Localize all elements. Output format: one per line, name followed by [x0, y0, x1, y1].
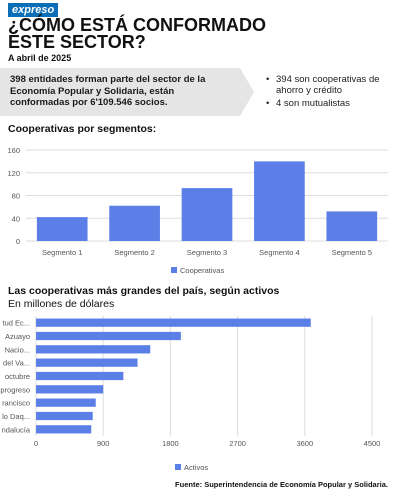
- x-tick-label: 4500: [364, 439, 381, 448]
- bullet-cooperativas: 394 son cooperativas de ahorro y crédito: [263, 74, 398, 96]
- summary-bullets: 394 son cooperativas de ahorro y crédito…: [263, 74, 398, 111]
- y-tick-label: progreso: [0, 385, 30, 394]
- legend-swatch: [175, 464, 181, 470]
- y-tick-label: 80: [12, 192, 20, 201]
- callout-text: 398 entidades forman parte del sector de…: [10, 74, 206, 108]
- bar-cooperativa: [36, 411, 93, 421]
- y-tick-label: octubre: [5, 372, 30, 381]
- bar-segmento-3: [181, 188, 233, 241]
- bar-cooperativa: [36, 385, 104, 394]
- y-tick-label: rancisco: [2, 399, 30, 408]
- y-tick-label: del Va...: [3, 359, 30, 368]
- y-tick-label: 120: [7, 169, 20, 178]
- date-label: A abril de 2025: [8, 53, 72, 63]
- assets-bar-chart: 0 900 1800 2700 3600 4500 tud Ec... Azuayo Nacio…: [0, 316, 381, 472]
- x-tick-label: Segmento 4: [259, 248, 299, 257]
- summary-callout: 398 entidades forman parte del sector de…: [0, 68, 255, 116]
- callout-shape: [0, 68, 254, 116]
- bar-cooperativa: [36, 345, 151, 354]
- x-tick-label: 1800: [162, 439, 179, 448]
- chart1-heading: Cooperativas por segmentos:: [8, 123, 157, 135]
- bar-cooperativa: [36, 331, 181, 341]
- page-title: ¿CÓMO ESTÁ CONFORMADO ESTE SECTOR?: [8, 15, 266, 52]
- x-tick-label: Segmento 1: [42, 248, 82, 257]
- legend-label: Activos: [184, 463, 208, 472]
- segments-bar-chart: 0 40 80 120 160 Segmento 1 Segmento 2 Segmento …: [7, 146, 388, 275]
- brand-logo: expreso: [8, 3, 59, 17]
- x-tick-label: 900: [97, 439, 110, 448]
- x-tick-label: 3600: [296, 439, 313, 448]
- legend-label: Cooperativas: [180, 266, 224, 275]
- bar-cooperativa: [36, 358, 138, 367]
- chart2-heading: Las cooperativas más grandes del país, s…: [8, 285, 280, 297]
- x-tick-label: Segmento 2: [114, 248, 154, 257]
- source-note: Fuente: Superintendencia de Economía Pop…: [175, 480, 388, 489]
- y-tick-label: lo Daq...: [2, 412, 30, 421]
- bar-cooperativa: [36, 371, 124, 381]
- y-tick-label: Azuayo: [5, 332, 30, 341]
- bar-segmento-1: [36, 217, 88, 241]
- x-tick-label: 2700: [229, 439, 246, 448]
- legend-swatch: [171, 267, 177, 273]
- callout-arrow-shape: [0, 68, 254, 116]
- y-tick-label: ndalucía: [2, 425, 31, 434]
- chart2-subheading: En millones de dólares: [8, 298, 115, 310]
- bullet-mutualistas: 4 son mutualistas: [263, 98, 398, 109]
- bar-segmento-5: [326, 211, 378, 241]
- bar-cooperativa: [36, 318, 311, 327]
- bar-cooperativa: [36, 425, 92, 434]
- y-tick-label: 40: [12, 214, 20, 223]
- x-tick-label: Segmento 3: [187, 248, 227, 257]
- y-tick-label: 160: [7, 146, 20, 155]
- bar-cooperativa: [36, 398, 96, 407]
- bar-segmento-4: [254, 161, 305, 241]
- y-tick-label: tud Ec...: [2, 319, 30, 328]
- x-tick-label: Segmento 5: [332, 248, 372, 257]
- x-tick-label: 0: [34, 439, 38, 448]
- bar-segmento-2: [109, 205, 160, 241]
- y-tick-label: Nacio...: [5, 345, 30, 354]
- y-tick-label: 0: [16, 237, 20, 246]
